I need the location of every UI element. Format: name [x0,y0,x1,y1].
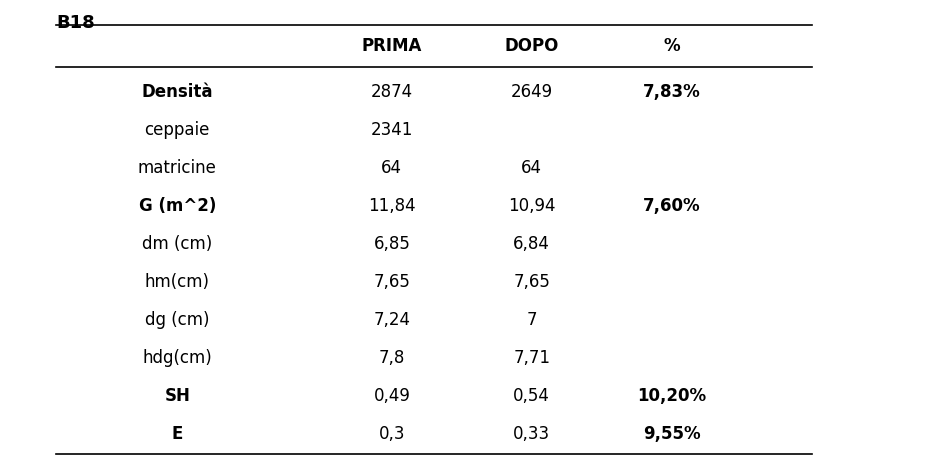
Text: PRIMA: PRIMA [362,37,422,55]
Text: 7,24: 7,24 [373,311,411,329]
Text: 7,65: 7,65 [513,273,550,291]
Text: B18: B18 [56,14,95,32]
Text: 7: 7 [526,311,537,329]
Text: E: E [172,425,183,443]
Text: SH: SH [164,387,190,405]
Text: 64: 64 [382,159,402,177]
Text: 7,65: 7,65 [373,273,411,291]
Text: 7,71: 7,71 [513,349,550,367]
Text: 0,54: 0,54 [513,387,550,405]
Text: G (m^2): G (m^2) [139,197,216,215]
Text: 0,49: 0,49 [373,387,411,405]
Text: 9,55%: 9,55% [643,425,701,443]
Text: 7,60%: 7,60% [643,197,701,215]
Text: 2649: 2649 [510,83,553,101]
Text: 7,83%: 7,83% [643,83,701,101]
Text: 2874: 2874 [370,83,413,101]
Text: %: % [663,37,680,55]
Text: Densità: Densità [142,83,213,101]
Text: 10,94: 10,94 [508,197,555,215]
Text: 0,33: 0,33 [513,425,550,443]
Text: hdg(cm): hdg(cm) [143,349,212,367]
Text: DOPO: DOPO [505,37,559,55]
Text: 0,3: 0,3 [379,425,405,443]
Text: 10,20%: 10,20% [637,387,706,405]
Text: ceppaie: ceppaie [145,121,210,139]
Text: 2341: 2341 [370,121,413,139]
Text: 11,84: 11,84 [368,197,416,215]
Text: dg (cm): dg (cm) [145,311,210,329]
Text: 64: 64 [522,159,542,177]
Text: matricine: matricine [138,159,216,177]
Text: 6,85: 6,85 [373,235,411,253]
Text: dm (cm): dm (cm) [142,235,213,253]
Text: hm(cm): hm(cm) [145,273,210,291]
Text: 7,8: 7,8 [379,349,405,367]
Text: 6,84: 6,84 [513,235,550,253]
